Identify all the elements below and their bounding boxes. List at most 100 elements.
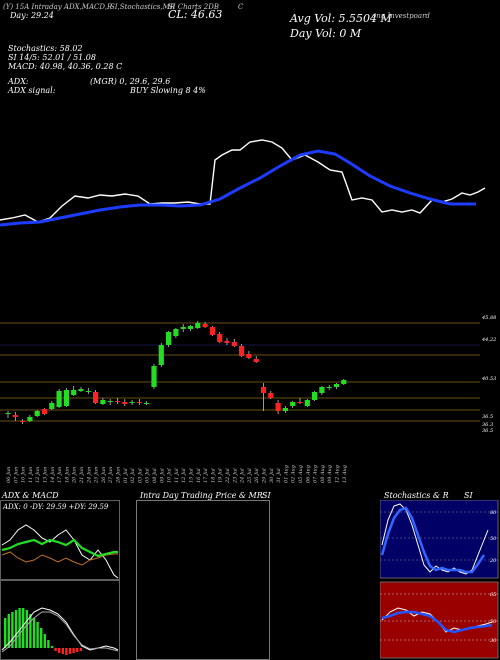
date-label: 30 Jul [269, 468, 275, 483]
price-panel: 45.88 44.22 40.53 36.5 36.3 36.5 [0, 315, 500, 455]
date-label: 16 Jul [196, 468, 202, 483]
date-label: 31 Jul [276, 468, 282, 483]
macd-histogram-bar [4, 618, 7, 648]
candle-body [34, 411, 40, 416]
candle-body [275, 403, 281, 411]
macd-histogram-bar [72, 648, 75, 653]
overview-chart [0, 139, 486, 227]
macd-histogram-bar [7, 614, 10, 648]
date-label: 13 Jun [43, 467, 49, 483]
date-label: 02 Aug [291, 465, 297, 483]
candle-body [333, 384, 340, 387]
date-label: 28 Jun [116, 467, 122, 484]
candle-body [136, 402, 142, 403]
adx-signal-label: ADX signal: [8, 86, 56, 95]
adx-label: ADX: [8, 77, 29, 86]
date-label: 14 Jun [50, 467, 56, 483]
date-label: 01 Jul [123, 468, 129, 483]
date-label: 09 Jul [159, 468, 165, 483]
macd-histogram-bar [18, 608, 21, 648]
candle-body [195, 323, 201, 328]
date-label: 19 Jul [218, 468, 224, 483]
date-label: 12 Jul [181, 468, 187, 483]
date-label: 12 Aug [335, 465, 341, 483]
candle-body [180, 327, 186, 329]
candle-body [268, 393, 274, 398]
candle-body [217, 334, 223, 342]
rsi-tick-50: 50 [490, 619, 497, 625]
date-label: 11 Jul [174, 468, 180, 483]
candle-body [107, 401, 113, 402]
adx-macd-panel: ADX: 0 -DY: 29.59 +DY: 29.59 [0, 500, 120, 660]
date-label: 24 Jun [86, 467, 92, 484]
rsi-readout: SI 14/5: 52.01 / 51.08 [8, 53, 96, 62]
candle-body [224, 341, 230, 343]
date-label: 23 Jul [232, 468, 238, 484]
overview-price-line [0, 139, 486, 223]
candle-body [122, 402, 128, 404]
candle-body [144, 403, 150, 404]
date-label: 25 Jul [247, 468, 253, 484]
date-label: 06 Aug [305, 465, 311, 483]
candle-body [12, 415, 18, 417]
candle-body [41, 409, 48, 414]
date-label: 17 Jul [203, 468, 209, 483]
panel-title-stoch: Stochastics & R [384, 491, 449, 500]
date-label: 08 Aug [320, 465, 326, 483]
candle-body [319, 387, 325, 393]
date-label: 26 Jun [101, 467, 107, 484]
panel-title-adx-macd: ADX & MACD [2, 491, 59, 500]
stoch-tick-80: 80 [490, 510, 497, 516]
date-label: 01 Aug [283, 465, 289, 483]
macd-white-line [1, 607, 119, 651]
adx-readout: ADX: 0 -DY: 29.59 +DY: 29.59 [2, 503, 109, 511]
macd-histogram-bar [68, 648, 72, 654]
date-label: 06 Jun [6, 467, 12, 483]
candle-body [56, 391, 62, 407]
stoch-blue-line [380, 506, 486, 574]
date-label: 15 Jul [189, 468, 195, 483]
date-label: 27 Jun [108, 467, 114, 484]
candle-body [239, 346, 245, 356]
candle-body [312, 392, 318, 400]
price-tick-1: 45.88 [481, 315, 496, 321]
date-label: 05 Jul [145, 468, 151, 483]
macd-histogram-bar [58, 648, 61, 653]
date-label: 07 Jun [13, 467, 19, 483]
candle-body [260, 387, 267, 393]
date-label: 07 Aug [313, 465, 319, 483]
date-label: 26 Jul [254, 468, 260, 484]
macd-histogram-bar [54, 648, 57, 651]
adx-orange-line [1, 551, 118, 566]
candle-body [85, 391, 91, 392]
candle-body [209, 327, 215, 335]
panel-title-intraday: Intra Day Trading Price & MR [140, 491, 263, 500]
date-label: 25 Jun [94, 467, 100, 484]
candle-body [290, 402, 296, 406]
macd-histogram-bar [11, 612, 14, 648]
candle-body [341, 380, 347, 384]
adx-green-line [1, 538, 118, 558]
adx-values: (MGR) 0, 29.6, 29.6 [90, 77, 171, 86]
candle-body [158, 345, 164, 365]
header-close: CL: 46.63 [168, 8, 223, 21]
stoch-tick-50: 50 [490, 536, 497, 542]
macd-histogram-bar [29, 614, 32, 648]
date-label: 09 Aug [327, 465, 333, 483]
buy-signal: BUY Slowing 8 4% [130, 86, 206, 95]
date-label: 11 Jun [28, 467, 34, 483]
date-label: 29 Jul [262, 468, 268, 484]
header-right-tag: ong Investpoard [372, 12, 430, 20]
date-label: 03 Jul [137, 468, 143, 483]
date-label: 20 Jun [72, 467, 78, 484]
candle-body [253, 359, 259, 362]
macd-histogram-bar [43, 634, 46, 648]
macd-histogram-bar [65, 648, 68, 655]
candle-body [246, 354, 252, 358]
candle-body [202, 324, 208, 327]
date-label: 18 Jul [210, 468, 216, 483]
date-label: 21 Jun [79, 467, 85, 484]
date-label: 05 Aug [298, 465, 304, 483]
candle-body [114, 401, 121, 402]
date-label: 02 Jul [130, 468, 136, 483]
